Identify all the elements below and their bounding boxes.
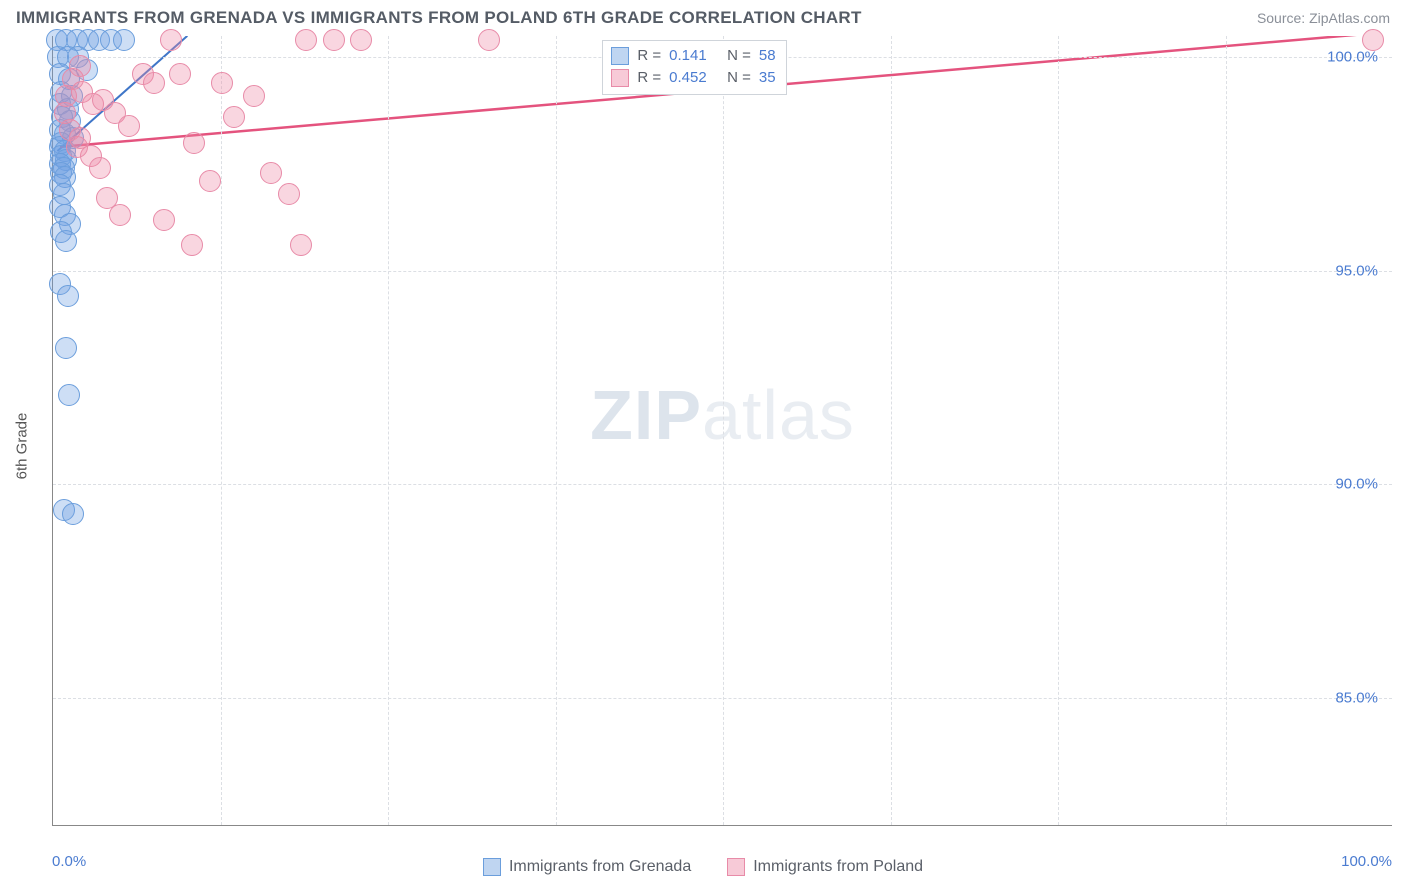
gridline-v: [221, 36, 222, 825]
corr-n-value: 58: [759, 45, 776, 67]
data-point: [69, 55, 91, 77]
gridline-v: [891, 36, 892, 825]
chart-title: IMMIGRANTS FROM GRENADA VS IMMIGRANTS FR…: [16, 8, 862, 28]
gridline-v: [556, 36, 557, 825]
data-point: [89, 157, 111, 179]
data-point: [58, 384, 80, 406]
data-point: [118, 115, 140, 137]
gridline-v: [723, 36, 724, 825]
corr-r-label: R =: [637, 45, 661, 67]
corr-n-label: N =: [727, 67, 751, 89]
data-point: [62, 503, 84, 525]
data-point: [143, 72, 165, 94]
data-point: [260, 162, 282, 184]
y-tick-label: 90.0%: [1335, 476, 1378, 493]
corr-n-value: 35: [759, 67, 776, 89]
data-point: [295, 29, 317, 51]
chart-area: ZIPatlas 85.0%90.0%95.0%100.0%R =0.141N …: [52, 36, 1392, 826]
data-point: [181, 234, 203, 256]
corr-n-label: N =: [727, 45, 751, 67]
legend-label: Immigrants from Poland: [753, 858, 923, 876]
y-tick-label: 95.0%: [1335, 262, 1378, 279]
data-point: [66, 136, 88, 158]
data-point: [323, 29, 345, 51]
data-point: [113, 29, 135, 51]
gridline-v: [1226, 36, 1227, 825]
data-point: [243, 85, 265, 107]
corr-swatch: [611, 69, 629, 87]
corr-r-label: R =: [637, 67, 661, 89]
corr-swatch: [611, 47, 629, 65]
data-point: [55, 337, 77, 359]
data-point: [160, 29, 182, 51]
data-point: [109, 204, 131, 226]
gridline-v: [388, 36, 389, 825]
correlation-box: R = 0.141 N = 58 R = 0.452 N = 35: [602, 40, 786, 95]
corr-r-value: 0.452: [669, 67, 719, 89]
data-point: [290, 234, 312, 256]
legend-swatch-pink: [727, 858, 745, 876]
data-point: [211, 72, 233, 94]
data-point: [199, 170, 221, 192]
correlation-row: R = 0.141 N = 58: [611, 45, 775, 67]
data-point: [169, 63, 191, 85]
data-point: [278, 183, 300, 205]
data-point: [350, 29, 372, 51]
gridline-v: [1058, 36, 1059, 825]
data-point: [478, 29, 500, 51]
legend-item-poland: Immigrants from Poland: [727, 858, 923, 876]
bottom-legend: Immigrants from Grenada Immigrants from …: [0, 858, 1406, 876]
y-tick-label: 85.0%: [1335, 689, 1378, 706]
y-tick-label: 100.0%: [1327, 49, 1378, 66]
legend-swatch-blue: [483, 858, 501, 876]
plot-region: ZIPatlas 85.0%90.0%95.0%100.0%R =0.141N …: [52, 36, 1392, 826]
data-point: [1362, 29, 1384, 51]
source-label: Source: ZipAtlas.com: [1257, 10, 1390, 26]
legend-item-grenada: Immigrants from Grenada: [483, 858, 691, 876]
data-point: [223, 106, 245, 128]
data-point: [57, 285, 79, 307]
data-point: [183, 132, 205, 154]
corr-r-value: 0.141: [669, 45, 719, 67]
y-axis-label: 6th Grade: [14, 413, 31, 480]
correlation-row: R = 0.452 N = 35: [611, 67, 775, 89]
data-point: [153, 209, 175, 231]
legend-label: Immigrants from Grenada: [509, 858, 691, 876]
data-point: [55, 230, 77, 252]
